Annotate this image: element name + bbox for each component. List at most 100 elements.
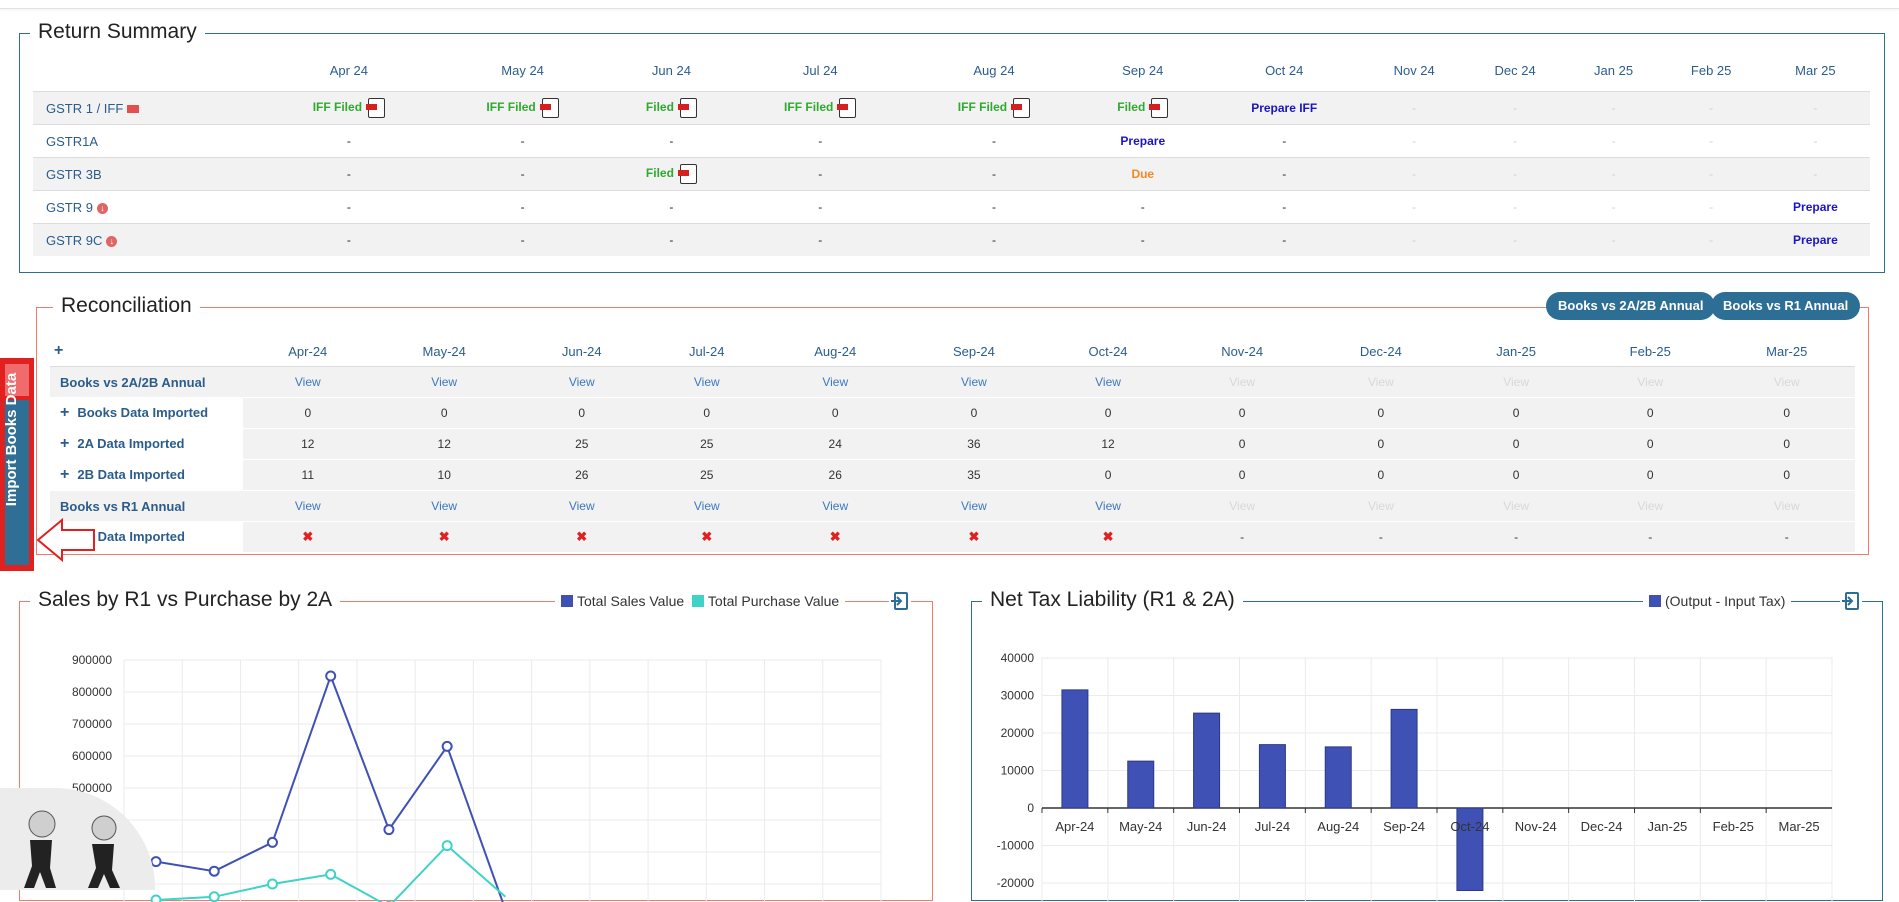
rec-value: 0 [1647,406,1654,420]
data-point[interactable] [210,867,219,876]
rs-row-name-cell[interactable]: GSTR1A [33,125,262,158]
view-link[interactable]: View [431,499,457,513]
rs-status-text: - [521,167,525,181]
books-vs-r1-annual-button[interactable]: Books vs R1 Annual [1711,292,1860,320]
pdf-icon[interactable] [542,98,559,118]
view-link[interactable]: View [295,499,321,513]
bar[interactable] [1325,747,1351,808]
rec-month-header: Dec-24 [1312,336,1451,367]
expand-plus-icon[interactable]: + [60,435,69,452]
rec-value: 0 [1647,437,1654,451]
rec-month-header: Oct-24 [1043,336,1173,367]
mail-icon[interactable] [127,105,139,113]
rs-row-name[interactable]: GSTR1A [46,134,98,149]
download-icon[interactable]: ↓ [97,203,108,214]
rs-status-text[interactable]: Filed [646,100,674,114]
rs-status-text[interactable]: IFF Filed [784,100,833,114]
data-point[interactable] [326,870,335,879]
bar[interactable] [1062,690,1088,808]
pdf-icon[interactable] [680,98,697,118]
rec-cell: View [648,491,766,522]
y-tick-label: 30000 [1001,689,1035,703]
pdf-icon[interactable] [1013,98,1030,118]
view-link[interactable]: View [1095,499,1121,513]
view-link[interactable]: View [961,375,987,389]
rs-status-cell: - [262,125,436,158]
rec-row-name: Books vs 2A/2B Annual [60,375,205,390]
rec-cell: 36 [905,429,1044,460]
rec-value: 0 [1239,468,1246,482]
view-link[interactable]: View [694,375,720,389]
bar[interactable] [1259,745,1285,808]
rec-row-name-cell: +2B Data Imported [50,460,243,491]
view-link[interactable]: View [694,499,720,513]
data-point[interactable] [443,841,452,850]
rec-value: 0 [832,406,839,420]
rs-row-name-cell[interactable]: GSTR 9 ↓ [33,191,262,224]
rs-row-name[interactable]: GSTR 3B [46,167,102,182]
y-tick-label: 20000 [1001,726,1035,740]
expand-plus-icon[interactable]: + [60,466,69,483]
rs-status-cell: - [1761,158,1870,191]
data-point[interactable] [268,838,277,847]
view-link[interactable]: View [1095,375,1121,389]
rs-status-text[interactable]: IFF Filed [486,100,535,114]
rec-header-expand[interactable]: + [50,336,243,367]
data-point[interactable] [268,880,277,889]
view-link[interactable]: View [961,499,987,513]
rs-status-text[interactable]: Prepare [1793,233,1838,247]
rs-status-cell: - [1364,191,1465,224]
view-link[interactable]: View [569,499,595,513]
view-link[interactable]: View [569,375,595,389]
books-vs-2a2b-annual-button[interactable]: Books vs 2A/2B Annual [1546,292,1715,320]
rs-status-text[interactable]: Filed [646,166,674,180]
rs-status-cell: Due [1081,158,1205,191]
rec-value: - [1514,530,1518,544]
pdf-icon[interactable] [839,98,856,118]
x-tick-label: Feb-25 [1713,819,1754,834]
rec-cell: ✖ [516,522,648,553]
rs-row-name-cell[interactable]: GSTR 1 / IFF [33,92,262,125]
pdf-icon[interactable] [1151,98,1168,118]
data-point[interactable] [384,825,393,834]
rec-row-name-cell: +Books Data Imported [50,398,243,429]
rs-status-text[interactable]: IFF Filed [958,100,1007,114]
rs-row-name[interactable]: GSTR 1 / IFF [46,101,123,116]
rs-status-text[interactable]: Due [1131,167,1154,181]
rs-status-text[interactable]: IFF Filed [313,100,362,114]
view-link[interactable]: View [822,499,848,513]
rs-row-name-cell[interactable]: GSTR 3B [33,158,262,191]
rs-row-name[interactable]: GSTR 9C [46,233,102,248]
import-books-data-tab[interactable]: Import Books Data [0,358,34,571]
data-point[interactable] [152,896,161,902]
view-link[interactable]: View [295,375,321,389]
rs-row-name[interactable]: GSTR 9 [46,200,93,215]
expand-plus-icon[interactable]: + [60,404,69,421]
helper-figures-widget[interactable] [0,788,155,890]
view-link[interactable]: View [431,375,457,389]
rs-status-text: - [818,200,822,214]
data-point[interactable] [326,672,335,681]
data-point[interactable] [443,742,452,751]
rs-row-name-cell[interactable]: GSTR 9C ↓ [33,224,262,257]
rs-status-cell: Filed [1081,92,1205,125]
bar[interactable] [1128,761,1154,808]
pdf-icon[interactable] [368,98,385,118]
rs-status-text[interactable]: Prepare IFF [1251,101,1317,115]
rs-status-text: - [347,167,351,181]
download-icon[interactable]: ↓ [106,236,117,247]
bar[interactable] [1391,709,1417,808]
rs-status-text[interactable]: Filed [1117,100,1145,114]
rs-status-text[interactable]: Prepare [1120,134,1165,148]
rs-status-cell: - [1364,125,1465,158]
expand-all-plus-icon[interactable]: + [54,342,63,359]
rs-status-cell: - [1364,224,1465,257]
pdf-icon[interactable] [680,164,697,184]
rs-status-text: - [1612,167,1616,181]
data-point[interactable] [210,892,219,901]
bar[interactable] [1194,713,1220,808]
rs-status-text[interactable]: Prepare [1793,200,1838,214]
rs-status-cell: - [609,224,733,257]
rs-status-text: - [818,134,822,148]
view-link[interactable]: View [822,375,848,389]
